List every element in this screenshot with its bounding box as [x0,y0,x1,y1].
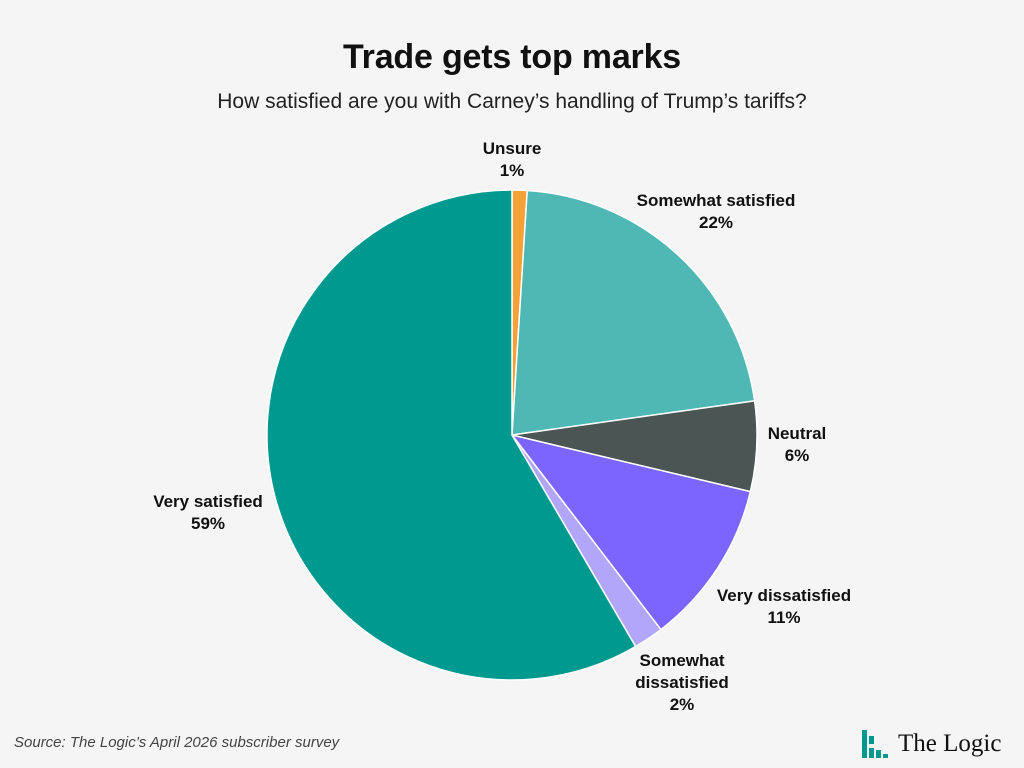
pie-slice-somewhat-satisfied [511,189,756,436]
slice-name-somewhat-dissatisfied: Somewhat [639,651,724,670]
slice-label-very-dissatisfied: Very dissatisfied 11% [717,586,851,627]
slice-value-unsure: 1% [500,161,525,180]
slice-value-very-satisfied: 59% [191,514,225,533]
slice-name-very-dissatisfied: Very dissatisfied [717,586,851,605]
slice-name-neutral: Neutral [768,424,827,443]
pie-labels: Unsure 1% Somewhat satisfied 22% Neutral 6% Ve… [153,139,851,714]
brand-logo: The Logic [862,724,1001,764]
chart-subtitle: How satisfied are you with Carney’s hand… [217,90,807,113]
chart-title: Trade gets top marks [342,38,681,76]
slice-value-very-dissatisfied: 11% [767,608,800,627]
pie-slices [266,189,758,681]
the-logic-logo-icon [862,730,888,758]
brand-name: The Logic [898,730,1002,757]
pie-slice-very-dissatisfied [511,434,752,631]
slice-value-somewhat-satisfied: 22% [699,213,733,232]
slice-name-unsure: Unsure [483,139,542,158]
slice-label-somewhat-dissatisfied: Somewhat dissatisfied 2% [635,651,729,714]
slice-label-somewhat-satisfied: Somewhat satisfied 22% [637,191,796,232]
pie-slice-very-satisfied [266,189,637,681]
slice-value-somewhat-dissatisfied: 2% [670,695,695,714]
source-note: Source: The Logic’s April 2026 subscribe… [14,734,340,751]
slice-name-somewhat-dissatisfied: dissatisfied [635,673,729,692]
slice-label-neutral: Neutral 6% [768,424,827,465]
slice-name-very-satisfied: Very satisfied [153,492,263,511]
slice-label-unsure: Unsure 1% [483,139,542,180]
slice-value-neutral: 6% [785,446,810,465]
slice-name-somewhat-satisfied: Somewhat satisfied [637,191,796,210]
slice-label-very-satisfied: Very satisfied 59% [153,492,263,533]
